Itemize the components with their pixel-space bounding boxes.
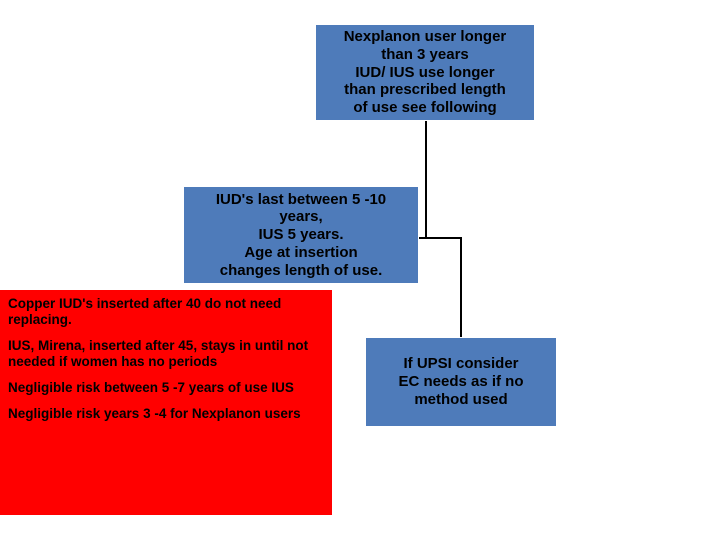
- node-top-line5: of use see following: [316, 99, 534, 117]
- node-mid-line5: changes length of use.: [184, 262, 418, 280]
- connector-vertical-top: [425, 121, 427, 237]
- connector-vertical-right: [460, 237, 462, 337]
- node-top: Nexplanon user longer than 3 years IUD/ …: [315, 24, 535, 121]
- red-para-2: IUS, Mirena, inserted after 45, stays in…: [8, 338, 324, 370]
- node-mid-line4: Age at insertion: [184, 244, 418, 262]
- node-right: If UPSI consider EC needs as if no metho…: [365, 337, 557, 427]
- node-top-line1: Nexplanon user longer: [316, 28, 534, 46]
- node-mid-line2: years,: [184, 208, 418, 226]
- node-right-line1: If UPSI consider: [366, 355, 556, 373]
- node-right-line3: method used: [366, 391, 556, 409]
- node-red: Copper IUD's inserted after 40 do not ne…: [0, 290, 332, 515]
- red-para-4: Negligible risk years 3 -4 for Nexplanon…: [8, 406, 324, 422]
- red-para-3: Negligible risk between 5 -7 years of us…: [8, 380, 324, 396]
- connector-horizontal: [419, 237, 461, 239]
- node-top-line2: than 3 years: [316, 46, 534, 64]
- node-top-line3: IUD/ IUS use longer: [316, 64, 534, 82]
- node-top-line4: than prescribed length: [316, 81, 534, 99]
- node-right-line2: EC needs as if no: [366, 373, 556, 391]
- node-mid-line1: IUD's last between 5 -10: [184, 191, 418, 209]
- red-para-1: Copper IUD's inserted after 40 do not ne…: [8, 296, 324, 328]
- node-mid-line3: IUS 5 years.: [184, 226, 418, 244]
- node-mid: IUD's last between 5 -10 years, IUS 5 ye…: [183, 186, 419, 284]
